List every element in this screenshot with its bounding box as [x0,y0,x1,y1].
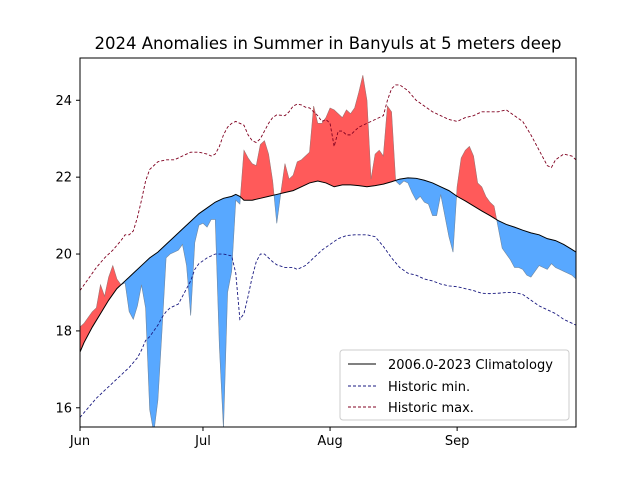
series-line-historic-max [80,84,576,291]
y-axis: 16 18 20 22 24 [55,94,80,416]
series-line-2024 [80,75,576,427]
anomaly-above-area-2 [240,140,275,201]
x-axis: Jun Jul Aug Sep [69,427,470,449]
anomaly-below-area-5 [395,177,457,253]
x-tick-label-1: Jul [194,434,211,449]
legend-label-historic-min: Historic min. [388,380,470,395]
anomaly-above-area-6 [456,146,497,221]
y-tick-label-1: 18 [55,324,72,339]
x-tick-label-2: Aug [317,434,342,449]
anomaly-above-area-4 [280,75,396,194]
y-tick-label-4: 24 [55,94,72,109]
plot-frame [79,57,577,428]
x-tick-label-3: Sep [445,434,470,449]
series-line-climatology [80,177,576,353]
y-tick-label-3: 22 [55,171,72,186]
legend: 2006.0-2023 Climatology Historic min. Hi… [339,349,570,421]
x-tick-label-0: Jun [69,434,90,449]
legend-label-climatology: 2006.0-2023 Climatology [388,358,553,373]
chart-title: 2024 Anomalies in Summer in Banyuls at 5… [94,34,561,53]
legend-label-historic-max: Historic max. [388,401,474,416]
series-lines [80,75,576,427]
legend-box [339,349,570,421]
y-tick-label-2: 20 [55,248,72,263]
anomaly-below-area-7 [496,219,576,280]
y-tick-label-0: 16 [55,401,72,416]
series-line-historic-min [80,234,576,418]
